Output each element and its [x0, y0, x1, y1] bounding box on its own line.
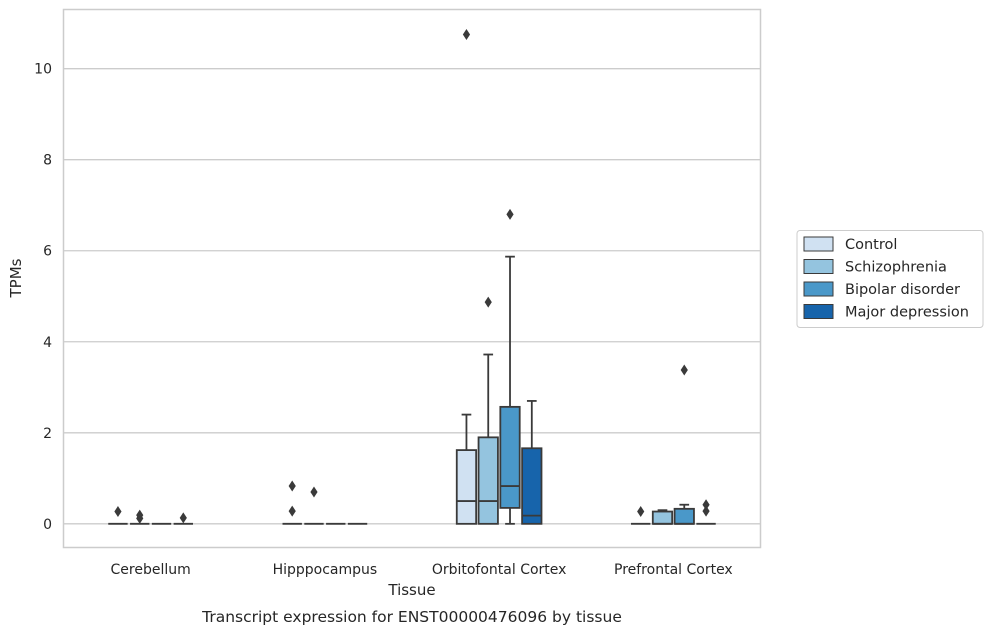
outlier-point	[702, 499, 710, 511]
legend-label: Major depression	[845, 305, 969, 321]
box-body	[651, 510, 674, 525]
legend-swatch	[803, 281, 834, 297]
outlier-point	[288, 480, 296, 492]
y-tick-label: 0	[43, 517, 52, 533]
outlier-point	[506, 208, 514, 220]
x-axis-title: Tissue	[387, 581, 435, 599]
legend-swatch	[803, 304, 834, 319]
box	[108, 506, 128, 525]
box-body	[499, 405, 521, 509]
y-tick-label: 2	[43, 426, 52, 442]
x-tick-label: Hipppocampus	[273, 562, 378, 578]
outlier-point	[637, 506, 645, 518]
box	[521, 400, 543, 525]
box	[173, 512, 193, 525]
box-body	[455, 449, 478, 525]
x-tick-labels: Cerebellum Hipppocampus Orbitofontal Corte…	[111, 562, 733, 578]
y-tick-label: 6	[43, 244, 52, 260]
legend-swatch	[803, 259, 834, 274]
box	[499, 208, 521, 525]
y-tick-labels: 0 2 4 6 8 10	[34, 62, 52, 533]
x-tick-label: Orbitofontal Cortex	[432, 562, 567, 578]
legend-swatch	[803, 236, 834, 252]
box-body	[673, 507, 695, 525]
outlier-point	[462, 29, 471, 41]
outlier-point	[680, 364, 688, 376]
legend-item: Schizophrenia	[803, 259, 947, 276]
series-group	[151, 208, 695, 525]
box-body	[477, 436, 499, 525]
legend-frame	[796, 230, 984, 328]
boxes	[108, 29, 716, 525]
outlier-point	[310, 486, 318, 498]
legend-label: Bipolar disorder	[845, 282, 960, 298]
chart-caption: Transcript expression for ENST0000047609…	[201, 608, 622, 626]
plot-frame	[62, 8, 762, 549]
box	[696, 499, 716, 525]
legend-item: Control	[803, 236, 897, 253]
box	[631, 506, 651, 525]
box	[304, 486, 324, 525]
x-tick-label: Prefrontal Cortex	[614, 562, 733, 578]
series-group	[130, 296, 674, 525]
series-group	[173, 400, 716, 525]
y-tick-label: 4	[43, 335, 52, 351]
legend: Control Schizophrenia Bipolar disorder Majo…	[796, 230, 984, 328]
box	[455, 29, 478, 525]
series-group	[108, 29, 651, 525]
outlier-point	[114, 506, 122, 518]
x-tick-label: Cerebellum	[111, 562, 191, 578]
box	[651, 509, 674, 525]
y-axis-title: TPMs	[7, 258, 25, 298]
box	[673, 364, 695, 525]
y-tick-label: 8	[43, 153, 52, 169]
legend-label: Control	[845, 237, 897, 253]
box	[477, 296, 499, 525]
legend-item: Bipolar disorder	[803, 281, 960, 298]
legend-label: Schizophrenia	[845, 260, 947, 276]
outlier-point	[702, 505, 710, 517]
legend-item: Major depression	[803, 304, 969, 321]
outlier-point	[179, 512, 187, 524]
outlier-point	[288, 505, 296, 517]
outlier-point	[136, 509, 144, 521]
y-tick-label: 10	[34, 62, 52, 78]
box	[282, 480, 302, 525]
box	[130, 509, 150, 525]
grid-lines	[63, 68, 761, 525]
box-body	[521, 447, 543, 525]
outlier-point	[484, 296, 492, 308]
